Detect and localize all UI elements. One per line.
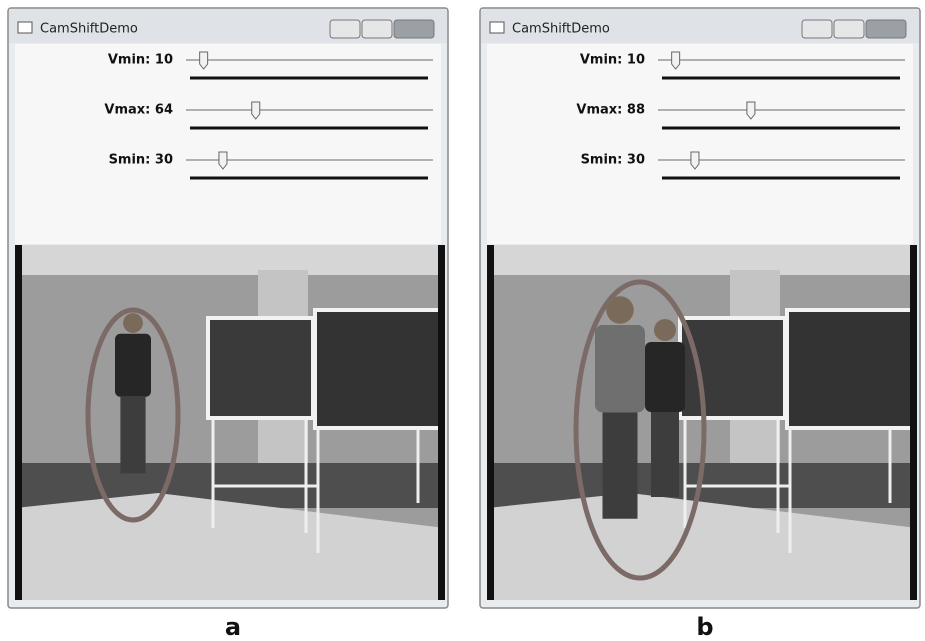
board xyxy=(787,310,915,428)
close-button[interactable] xyxy=(866,20,906,38)
slider-label: Vmax: 88 xyxy=(576,103,645,118)
app-icon xyxy=(18,22,32,33)
maximize-button[interactable] xyxy=(834,20,864,38)
head xyxy=(654,319,676,341)
head xyxy=(123,313,143,333)
torso xyxy=(115,334,151,397)
slider-label: Smin: 30 xyxy=(109,153,173,168)
torso xyxy=(645,342,685,412)
window-title: CamShiftDemo xyxy=(512,22,610,37)
legs xyxy=(651,412,679,497)
ceiling xyxy=(487,245,917,275)
frame-edge xyxy=(487,245,494,600)
window: CamShiftDemo Vmin: 10 Vmax: 88 Smin: 30 xyxy=(480,8,920,608)
control-panel xyxy=(487,44,913,244)
window: CamShiftDemo Vmin: 10 Vmax: 64 Smin: 30 xyxy=(8,8,448,608)
screenshot: CamShiftDemo Vmin: 10 Vmax: 64 Smin: 30 a Cam… xyxy=(0,0,925,641)
video-frame xyxy=(15,245,445,600)
slider-label: Vmax: 64 xyxy=(104,103,173,118)
board xyxy=(315,310,443,428)
close-button[interactable] xyxy=(394,20,434,38)
video-frame xyxy=(487,245,917,600)
slider-label: Vmin: 10 xyxy=(108,53,173,68)
person xyxy=(595,296,645,519)
control-panel xyxy=(15,44,441,244)
torso xyxy=(595,325,645,413)
minimize-button[interactable] xyxy=(802,20,832,38)
slider-label: Smin: 30 xyxy=(581,153,645,168)
board xyxy=(208,318,313,418)
slider-label: Vmin: 10 xyxy=(580,53,645,68)
window-title: CamShiftDemo xyxy=(40,22,138,37)
app-icon xyxy=(490,22,504,33)
maximize-button[interactable] xyxy=(362,20,392,38)
ceiling xyxy=(15,245,445,275)
frame-edge xyxy=(15,245,22,600)
board xyxy=(680,318,785,418)
legs xyxy=(120,397,145,474)
frame-edge xyxy=(910,245,917,600)
legs xyxy=(603,413,638,519)
caption: a xyxy=(225,613,241,641)
caption: b xyxy=(696,613,713,641)
frame-edge xyxy=(438,245,445,600)
minimize-button[interactable] xyxy=(330,20,360,38)
person xyxy=(645,319,685,497)
